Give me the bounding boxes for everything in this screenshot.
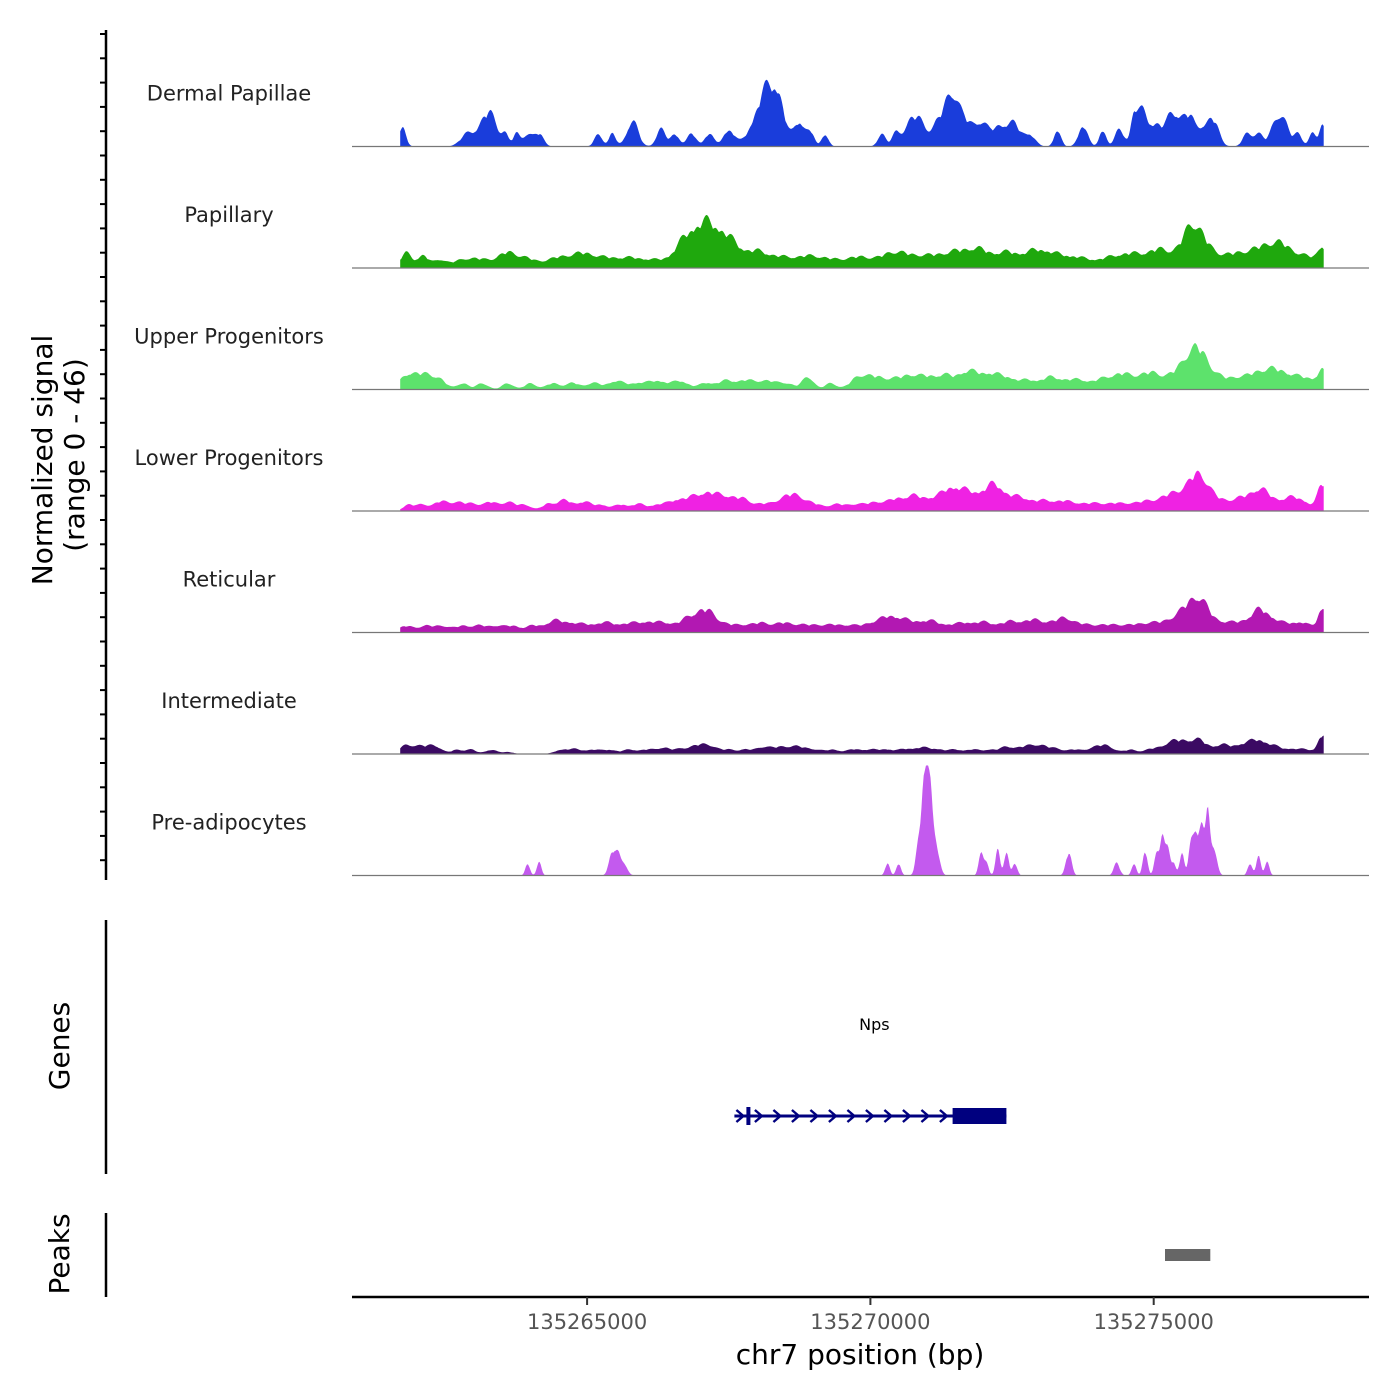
track-label: Dermal Papillae: [147, 82, 311, 106]
peaks-panel-label: Peaks: [43, 1213, 76, 1294]
gene-strand-arrow: [939, 1109, 949, 1123]
genes-panel-label: Genes: [43, 1002, 76, 1090]
gene-strand-arrow: [920, 1109, 931, 1123]
track-label: Pre-adipocytes: [151, 811, 306, 835]
track-lower-progenitors: Lower Progenitors: [135, 446, 1369, 512]
gene-strand-arrow: [809, 1109, 820, 1123]
gene-strand-arrow: [846, 1109, 857, 1123]
gene-strand-arrow: [735, 1109, 746, 1123]
coverage-area-upper-progenitors: [400, 343, 1324, 390]
genes-track: Nps: [734, 1015, 1007, 1125]
track-label: Reticular: [183, 568, 276, 592]
signal-y-axis-ticks: [100, 33, 106, 862]
x-axis-title: chr7 position (bp): [736, 1338, 985, 1371]
signal-axis-title: Normalized signal (range 0 - 46): [26, 335, 91, 586]
coverage-area-papillary: [400, 215, 1324, 268]
track-intermediate: Intermediate: [161, 689, 1369, 755]
gene-name-label: Nps: [859, 1015, 889, 1034]
coverage-area-dermal-papillae: [400, 79, 1324, 147]
gene-strand-arrow: [754, 1109, 764, 1123]
gene-strand-arrow: [883, 1109, 894, 1123]
track-label: Intermediate: [161, 689, 297, 713]
gene-strand-arrow: [828, 1109, 838, 1123]
gene-strand-arrow: [772, 1109, 783, 1123]
gene-exon-thick: [952, 1108, 1007, 1124]
gene-strand-arrow: [902, 1109, 912, 1123]
x-tick-label: 135275000: [1094, 1310, 1214, 1334]
gene-exon: [746, 1107, 751, 1125]
track-reticular: Reticular: [183, 568, 1369, 634]
coverage-area-intermediate: [400, 735, 1324, 754]
coverage-area-pre-adipocytes: [400, 765, 1324, 876]
signal-axis-label: Normalized signal: [26, 335, 59, 586]
signal-axis-range: (range 0 - 46): [58, 358, 91, 552]
gene-strand-arrow: [791, 1109, 801, 1123]
track-papillary: Papillary: [184, 203, 1369, 269]
track-label: Upper Progenitors: [134, 325, 324, 349]
x-tick-label: 135270000: [810, 1310, 930, 1334]
x-axis-ticks: 135265000 135270000 135275000: [527, 1297, 1214, 1334]
coverage-tracks: Dermal Papillae Papillary Upper Progenitor…: [134, 79, 1369, 877]
x-tick-label: 135265000: [527, 1310, 647, 1334]
gene-strand-arrow: [865, 1109, 875, 1123]
track-upper-progenitors: Upper Progenitors: [134, 325, 1369, 391]
track-pre-adipocytes: Pre-adipocytes: [151, 765, 1369, 877]
coverage-area-lower-progenitors: [400, 470, 1324, 511]
gene-nps: Nps: [734, 1015, 1007, 1125]
coverage-area-reticular: [400, 597, 1324, 633]
peak-region: [1165, 1249, 1211, 1261]
track-label: Lower Progenitors: [135, 446, 324, 470]
track-label: Papillary: [184, 203, 273, 227]
track-dermal-papillae: Dermal Papillae: [147, 79, 1369, 148]
peaks-track: [1165, 1249, 1211, 1261]
